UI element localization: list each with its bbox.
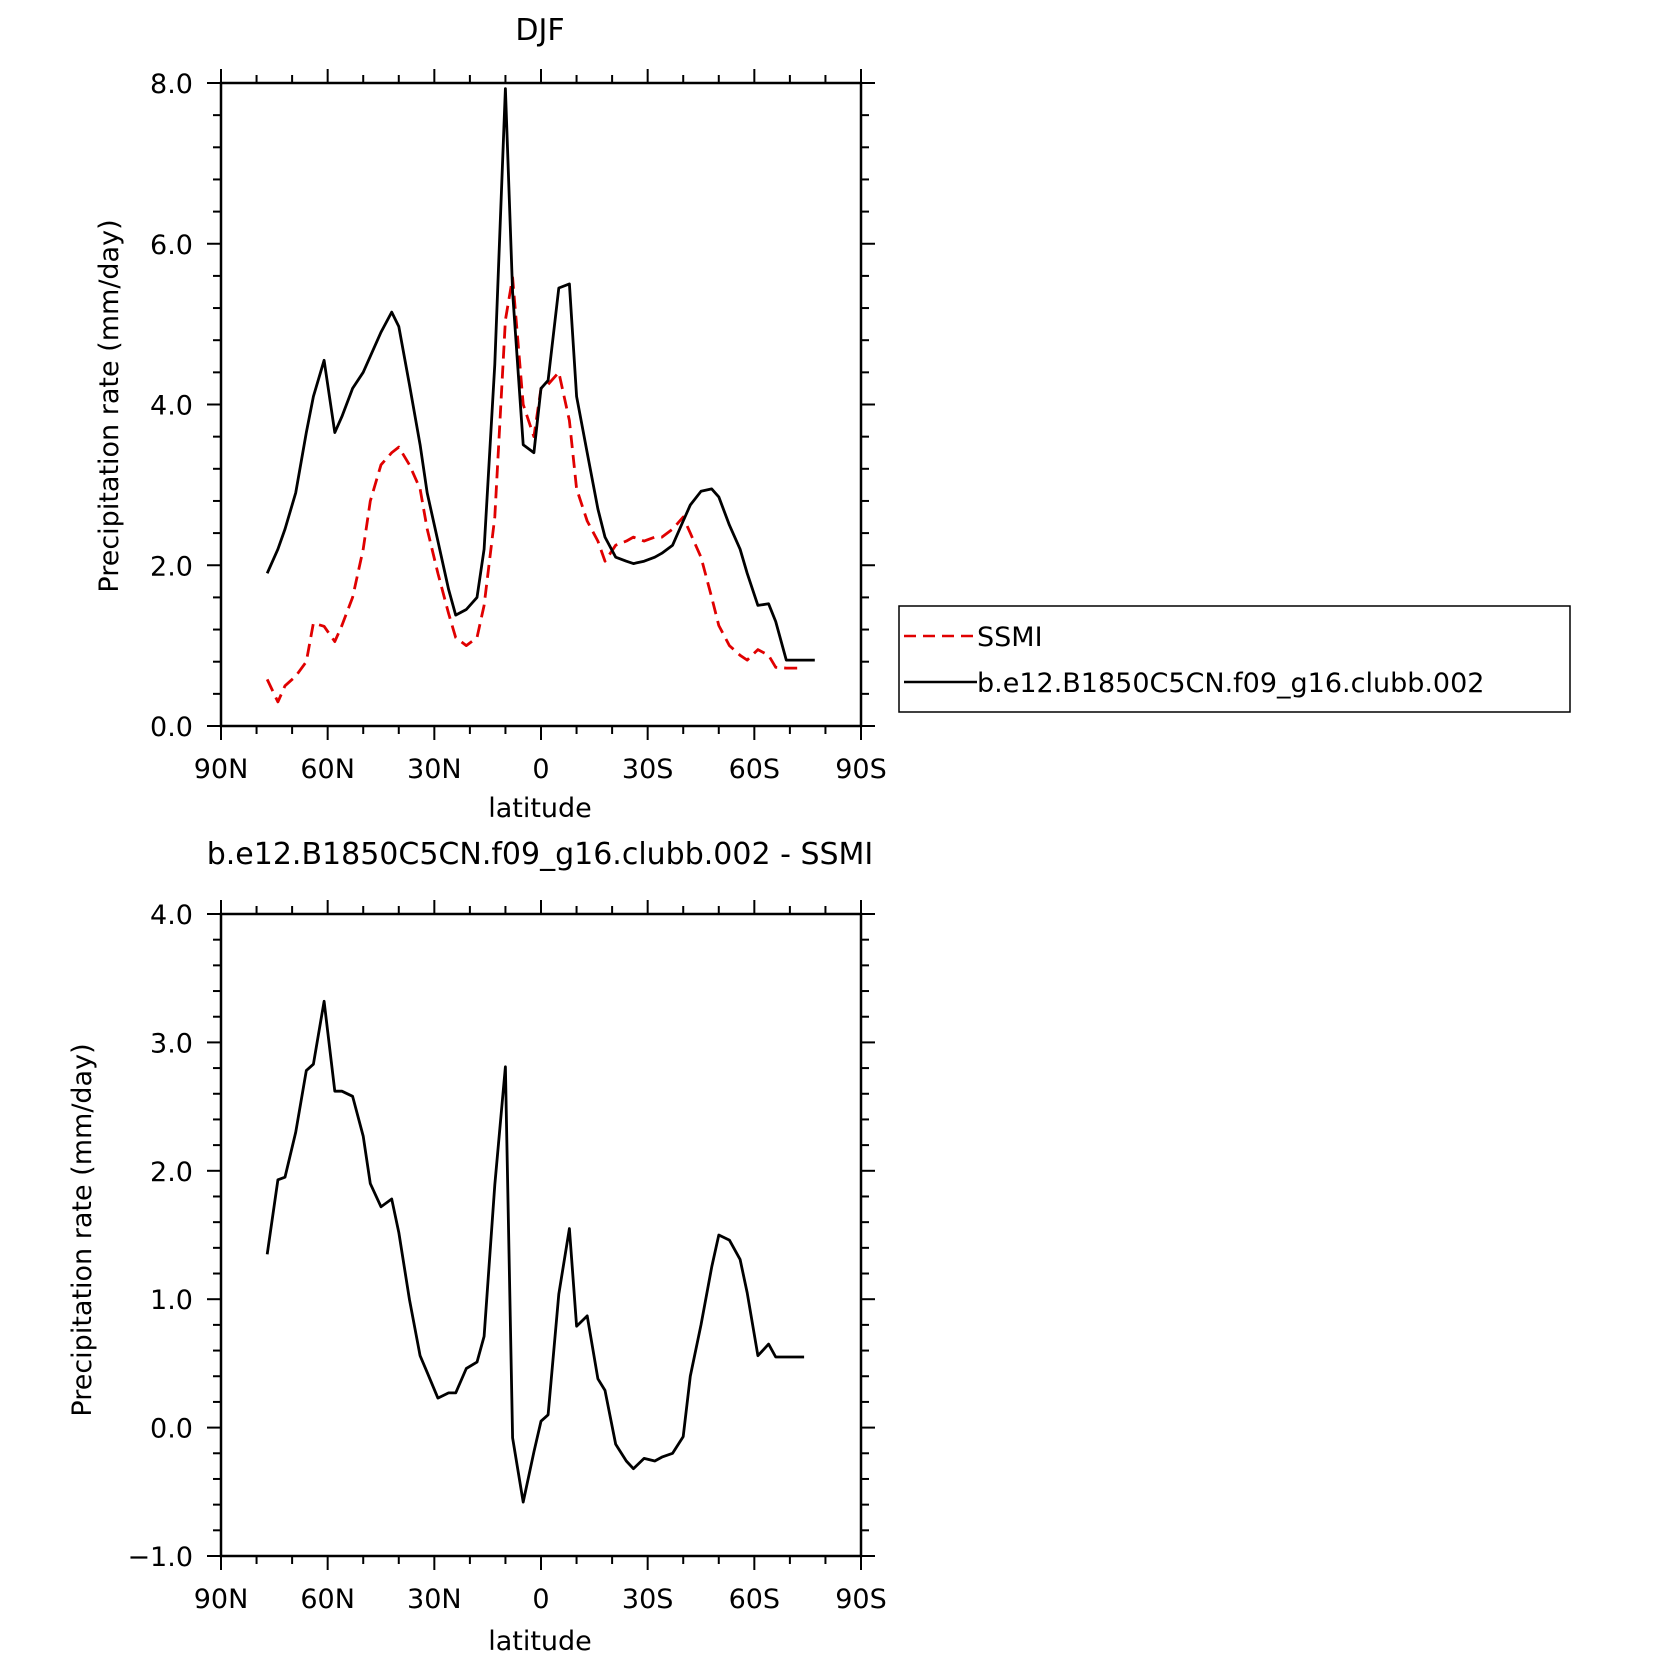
x-tick-label: 90N: [194, 754, 249, 785]
plot-frame: [219, 912, 863, 1558]
legend-box: [898, 605, 1571, 713]
x-tick-label: 90S: [835, 1584, 887, 1615]
x-tick-label: 30S: [622, 1584, 674, 1615]
y-tick-label: 2.0: [150, 1157, 193, 1188]
series-line-ssmi: [265, 276, 805, 704]
difference-panel: b.e12.B1850C5CN.f09_g16.clubb.002 - SSMI…: [67, 837, 887, 1657]
y-tick-label: 4.0: [150, 900, 193, 931]
x-tick-label: 60N: [300, 1584, 355, 1615]
x-tick-label: 90N: [194, 1584, 249, 1615]
djf-title: DJF: [515, 13, 564, 48]
y-tick-label: 1.0: [150, 1285, 193, 1316]
plot-frame: [219, 81, 863, 728]
x-tick-label: 30N: [407, 1584, 462, 1615]
x-tick-label: 90S: [835, 754, 887, 785]
y-tick-label: 0.0: [150, 1414, 193, 1445]
y-tick-label: 4.0: [150, 391, 193, 422]
x-tick-label: 60N: [300, 754, 355, 785]
x-tick-label: 60S: [729, 1584, 781, 1615]
y-tick-label: 0.0: [150, 712, 193, 743]
difference-y-axis-label: Precipitation rate (mm/day): [67, 1043, 98, 1416]
x-tick-label: 30N: [407, 754, 462, 785]
y-tick-label: 3.0: [150, 1028, 193, 1059]
x-tick-label: 0: [532, 1584, 549, 1615]
legend: SSMI b.e12.B1850C5CN.f09_g16.clubb.002: [898, 605, 1571, 713]
x-tick-label: 30S: [622, 754, 674, 785]
djf-y-axis-label: Precipitation rate (mm/day): [94, 219, 125, 592]
djf-x-axis-label: latitude: [488, 793, 592, 824]
x-tick-label: 0: [532, 754, 549, 785]
difference-title: b.e12.B1850C5CN.f09_g16.clubb.002 - SSMI: [207, 837, 874, 872]
y-tick-label: 6.0: [150, 230, 193, 261]
djf-precip-panel: DJF 90N 60N 30N 0 30S 60S 90S 0.0 2.0 4.0 6.0 8.0 l…: [94, 13, 1571, 824]
series-line-b-e12-b1850c5cn-f09-g16-clubb-002: [265, 87, 815, 662]
series-line-difference: [265, 999, 805, 1504]
legend-ssmi-label: SSMI: [977, 622, 1043, 653]
y-tick-label: −1.0: [127, 1542, 193, 1573]
difference-plot-area: 90N 60N 30N 0 30S 60S 90S −1.0 0.0 1.0 2.0 3.0 4.0: [127, 900, 887, 1615]
x-tick-label: 60S: [729, 754, 781, 785]
djf-plot-area: 90N 60N 30N 0 30S 60S 90S 0.0 2.0 4.0 6.0 8.0: [150, 69, 887, 785]
y-tick-label: 8.0: [150, 69, 193, 100]
y-tick-label: 2.0: [150, 551, 193, 582]
difference-x-axis-label: latitude: [488, 1626, 592, 1657]
legend-model-label: b.e12.B1850C5CN.f09_g16.clubb.002: [977, 668, 1484, 699]
